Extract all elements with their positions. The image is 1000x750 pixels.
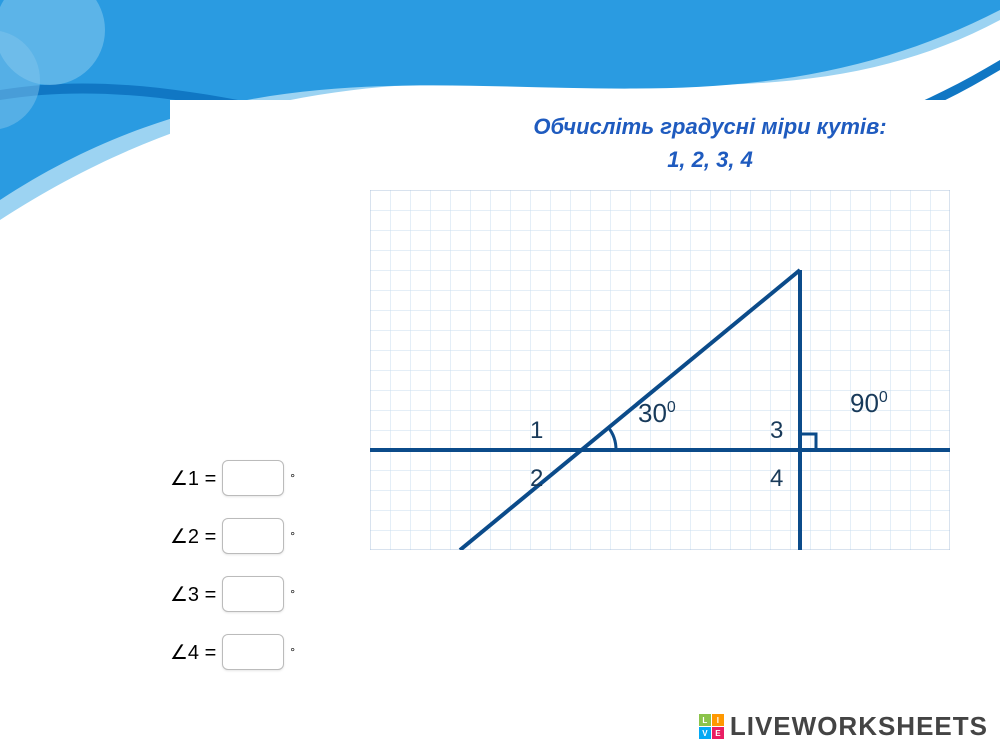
angle-4-input[interactable]: [222, 634, 284, 670]
answer-row-2: ∠2 = °: [170, 518, 295, 554]
watermark-badge-icon: L I V E: [699, 714, 724, 739]
watermark-text: LIVEWORKSHEETS: [730, 711, 988, 742]
answer-label-4: ∠4 =: [170, 640, 216, 665]
answer-label-1: ∠1 =: [170, 466, 216, 491]
answer-label-2: ∠2 =: [170, 524, 216, 549]
degree-symbol: °: [290, 645, 295, 659]
angle-label-4: 4: [770, 465, 783, 492]
degree-symbol: °: [290, 587, 295, 601]
angle-label-1: 1: [530, 417, 543, 444]
angle-2-input[interactable]: [222, 518, 284, 554]
liveworksheets-watermark: L I V E LIVEWORKSHEETS: [699, 711, 988, 742]
task-title: Обчисліть градусні міри кутів: 1, 2, 3, …: [170, 100, 970, 176]
title-line-1: Обчисліть градусні міри кутів:: [450, 110, 970, 143]
angle-label-3: 3: [770, 417, 783, 444]
answer-row-4: ∠4 = °: [170, 634, 295, 670]
answers-block: ∠1 = ° ∠2 = ° ∠3 = ° ∠4 = °: [170, 460, 295, 692]
geometry-diagram: 300 900 1 2 3 4: [370, 190, 950, 550]
angle-1-input[interactable]: [222, 460, 284, 496]
answer-row-3: ∠3 = °: [170, 576, 295, 612]
worksheet-panel: Обчисліть градусні міри кутів: 1, 2, 3, …: [170, 100, 970, 660]
title-line-2: 1, 2, 3, 4: [450, 143, 970, 176]
degree-symbol: °: [290, 471, 295, 485]
angle-label-2: 2: [530, 465, 543, 492]
degree-symbol: °: [290, 529, 295, 543]
answer-row-1: ∠1 = °: [170, 460, 295, 496]
answer-label-3: ∠3 =: [170, 582, 216, 607]
angle-3-input[interactable]: [222, 576, 284, 612]
